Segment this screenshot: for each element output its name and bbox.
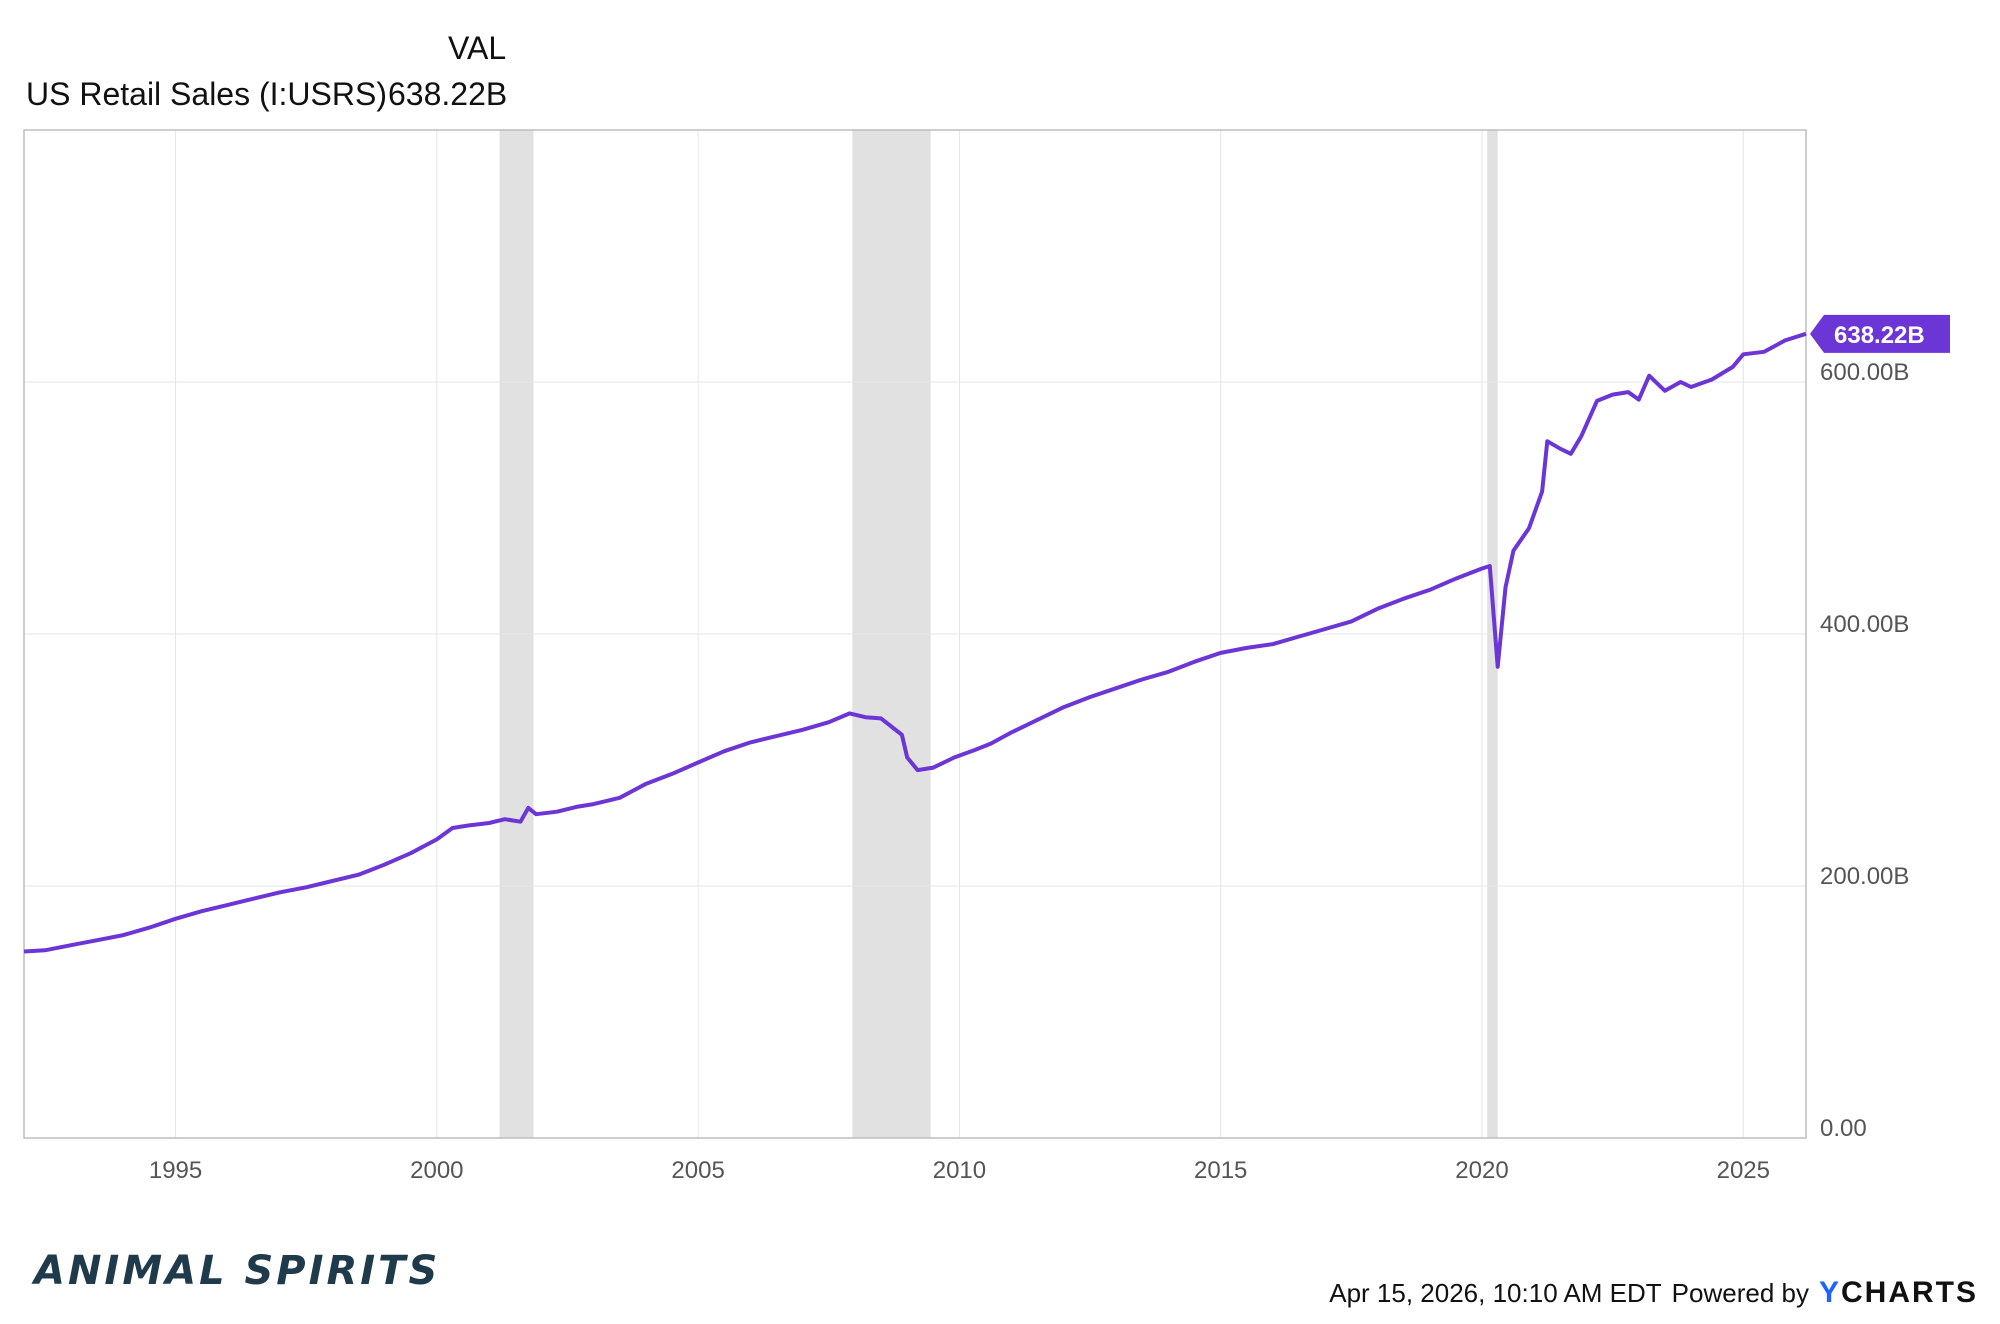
- x-tick-label: 2015: [1194, 1157, 1247, 1184]
- y-tick-label: 600.00B: [1820, 359, 1909, 386]
- logo-text: ANIMAL SPIRITS: [34, 1248, 441, 1294]
- legend-series-name[interactable]: US Retail Sales (I:USRS): [26, 76, 387, 112]
- x-tick-label: 2025: [1717, 1157, 1770, 1184]
- ycharts-logo-y: Y: [1818, 1276, 1841, 1309]
- last-value-flag-label: 638.22B: [1834, 322, 1925, 349]
- x-tick-label: 2005: [671, 1157, 724, 1184]
- animal-spirits-logo: ANIMAL SPIRITS: [34, 1248, 440, 1294]
- legend-series-value: 638.22B: [388, 76, 508, 112]
- last-value-flag: 638.22B: [1810, 314, 1950, 353]
- y-tick-label: 0.00: [1820, 1115, 1867, 1142]
- y-axis-ticks: 0.00 200.00B 400.00B 600.00B: [1820, 359, 1909, 1142]
- plot-frame: [23, 129, 1807, 1139]
- legend-column-header: VAL: [448, 30, 507, 66]
- x-tick-label: 2000: [410, 1157, 463, 1184]
- y-tick-label: 200.00B: [1820, 863, 1909, 890]
- x-tick-label: 2020: [1455, 1157, 1508, 1184]
- x-tick-label: 2010: [933, 1157, 986, 1184]
- ycharts-logo-rest: CHARTS: [1841, 1276, 1978, 1309]
- footer-powered-by: Powered by: [1671, 1277, 1809, 1308]
- footer-timestamp: Apr 15, 2026, 10:10 AM EDT: [1329, 1277, 1662, 1308]
- y-tick-label: 400.00B: [1820, 611, 1909, 638]
- series-line: [23, 331, 1807, 954]
- ycharts-logo[interactable]: YCHARTS: [1819, 1276, 1978, 1310]
- x-axis-ticks: 1995 2000 2005 2010 2015 2020 2025: [149, 1157, 1770, 1184]
- footer: Apr 15, 2026, 10:10 AM EDT Powered by YC…: [1329, 1276, 1978, 1310]
- x-tick-label: 1995: [149, 1157, 202, 1184]
- grid-lines: [24, 130, 1806, 1138]
- last-value-flag-shape: [1810, 314, 1950, 353]
